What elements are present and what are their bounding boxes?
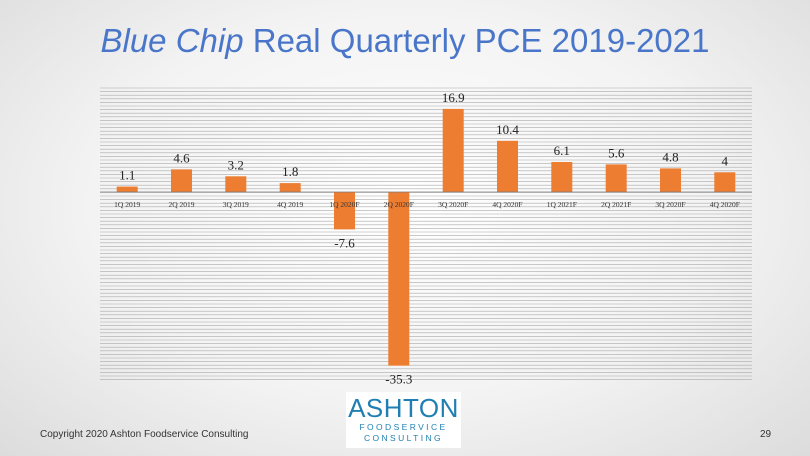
copyright-text: Copyright 2020 Ashton Foodservice Consul… xyxy=(40,429,249,440)
bar xyxy=(660,168,681,192)
category-label: 2Q 2019 xyxy=(168,200,194,209)
bar xyxy=(171,169,192,192)
title-rest: Real Quarterly PCE 2019-2021 xyxy=(243,22,710,59)
title-italic: Blue Chip xyxy=(100,22,244,59)
category-label: 1Q 2020F xyxy=(329,200,359,209)
category-label: 1Q 2021F xyxy=(547,200,577,209)
data-label: 10.4 xyxy=(496,122,519,137)
logo-sub-text-1: FOODSERVICE xyxy=(359,422,448,432)
logo-main-text: ASHTON xyxy=(348,393,459,423)
ashton-logo: ASHTON FOODSERVICE CONSULTING xyxy=(346,392,461,448)
bar xyxy=(605,164,627,192)
data-label: 1.8 xyxy=(282,164,298,179)
data-label: 1.1 xyxy=(119,168,135,183)
data-label: -35.3 xyxy=(385,372,412,387)
category-label: 2Q 2020F xyxy=(384,200,414,209)
category-label: 4Q 2020F xyxy=(492,200,522,209)
bar xyxy=(714,172,736,192)
bar xyxy=(551,162,573,192)
bar xyxy=(225,176,247,192)
data-label: 4.6 xyxy=(173,150,190,165)
category-label: 4Q 2019 xyxy=(277,200,303,209)
data-label: 16.9 xyxy=(442,90,465,105)
bar xyxy=(442,108,464,192)
slide-title: Blue Chip Real Quarterly PCE 2019-2021 xyxy=(0,22,810,60)
data-label: 4.8 xyxy=(662,149,678,164)
bar xyxy=(388,192,410,366)
category-label: 2Q 2021F xyxy=(601,200,631,209)
data-label: -7.6 xyxy=(334,235,355,250)
data-label: 4 xyxy=(722,153,729,168)
bar xyxy=(279,183,301,192)
category-label: 4Q 2020F xyxy=(710,200,740,209)
category-label: 3Q 2020F xyxy=(438,200,468,209)
logo-sub-text-2: CONSULTING xyxy=(363,433,444,443)
page-number: 29 xyxy=(760,429,772,440)
bar xyxy=(116,186,138,192)
bar xyxy=(497,140,518,192)
data-label: 6.1 xyxy=(554,143,570,158)
data-label: 3.2 xyxy=(228,157,244,172)
category-label: 3Q 2020F xyxy=(655,200,685,209)
category-label: 3Q 2019 xyxy=(223,200,249,209)
data-label: 5.6 xyxy=(608,145,625,160)
bar xyxy=(334,192,355,230)
category-label: 1Q 2019 xyxy=(114,200,140,209)
